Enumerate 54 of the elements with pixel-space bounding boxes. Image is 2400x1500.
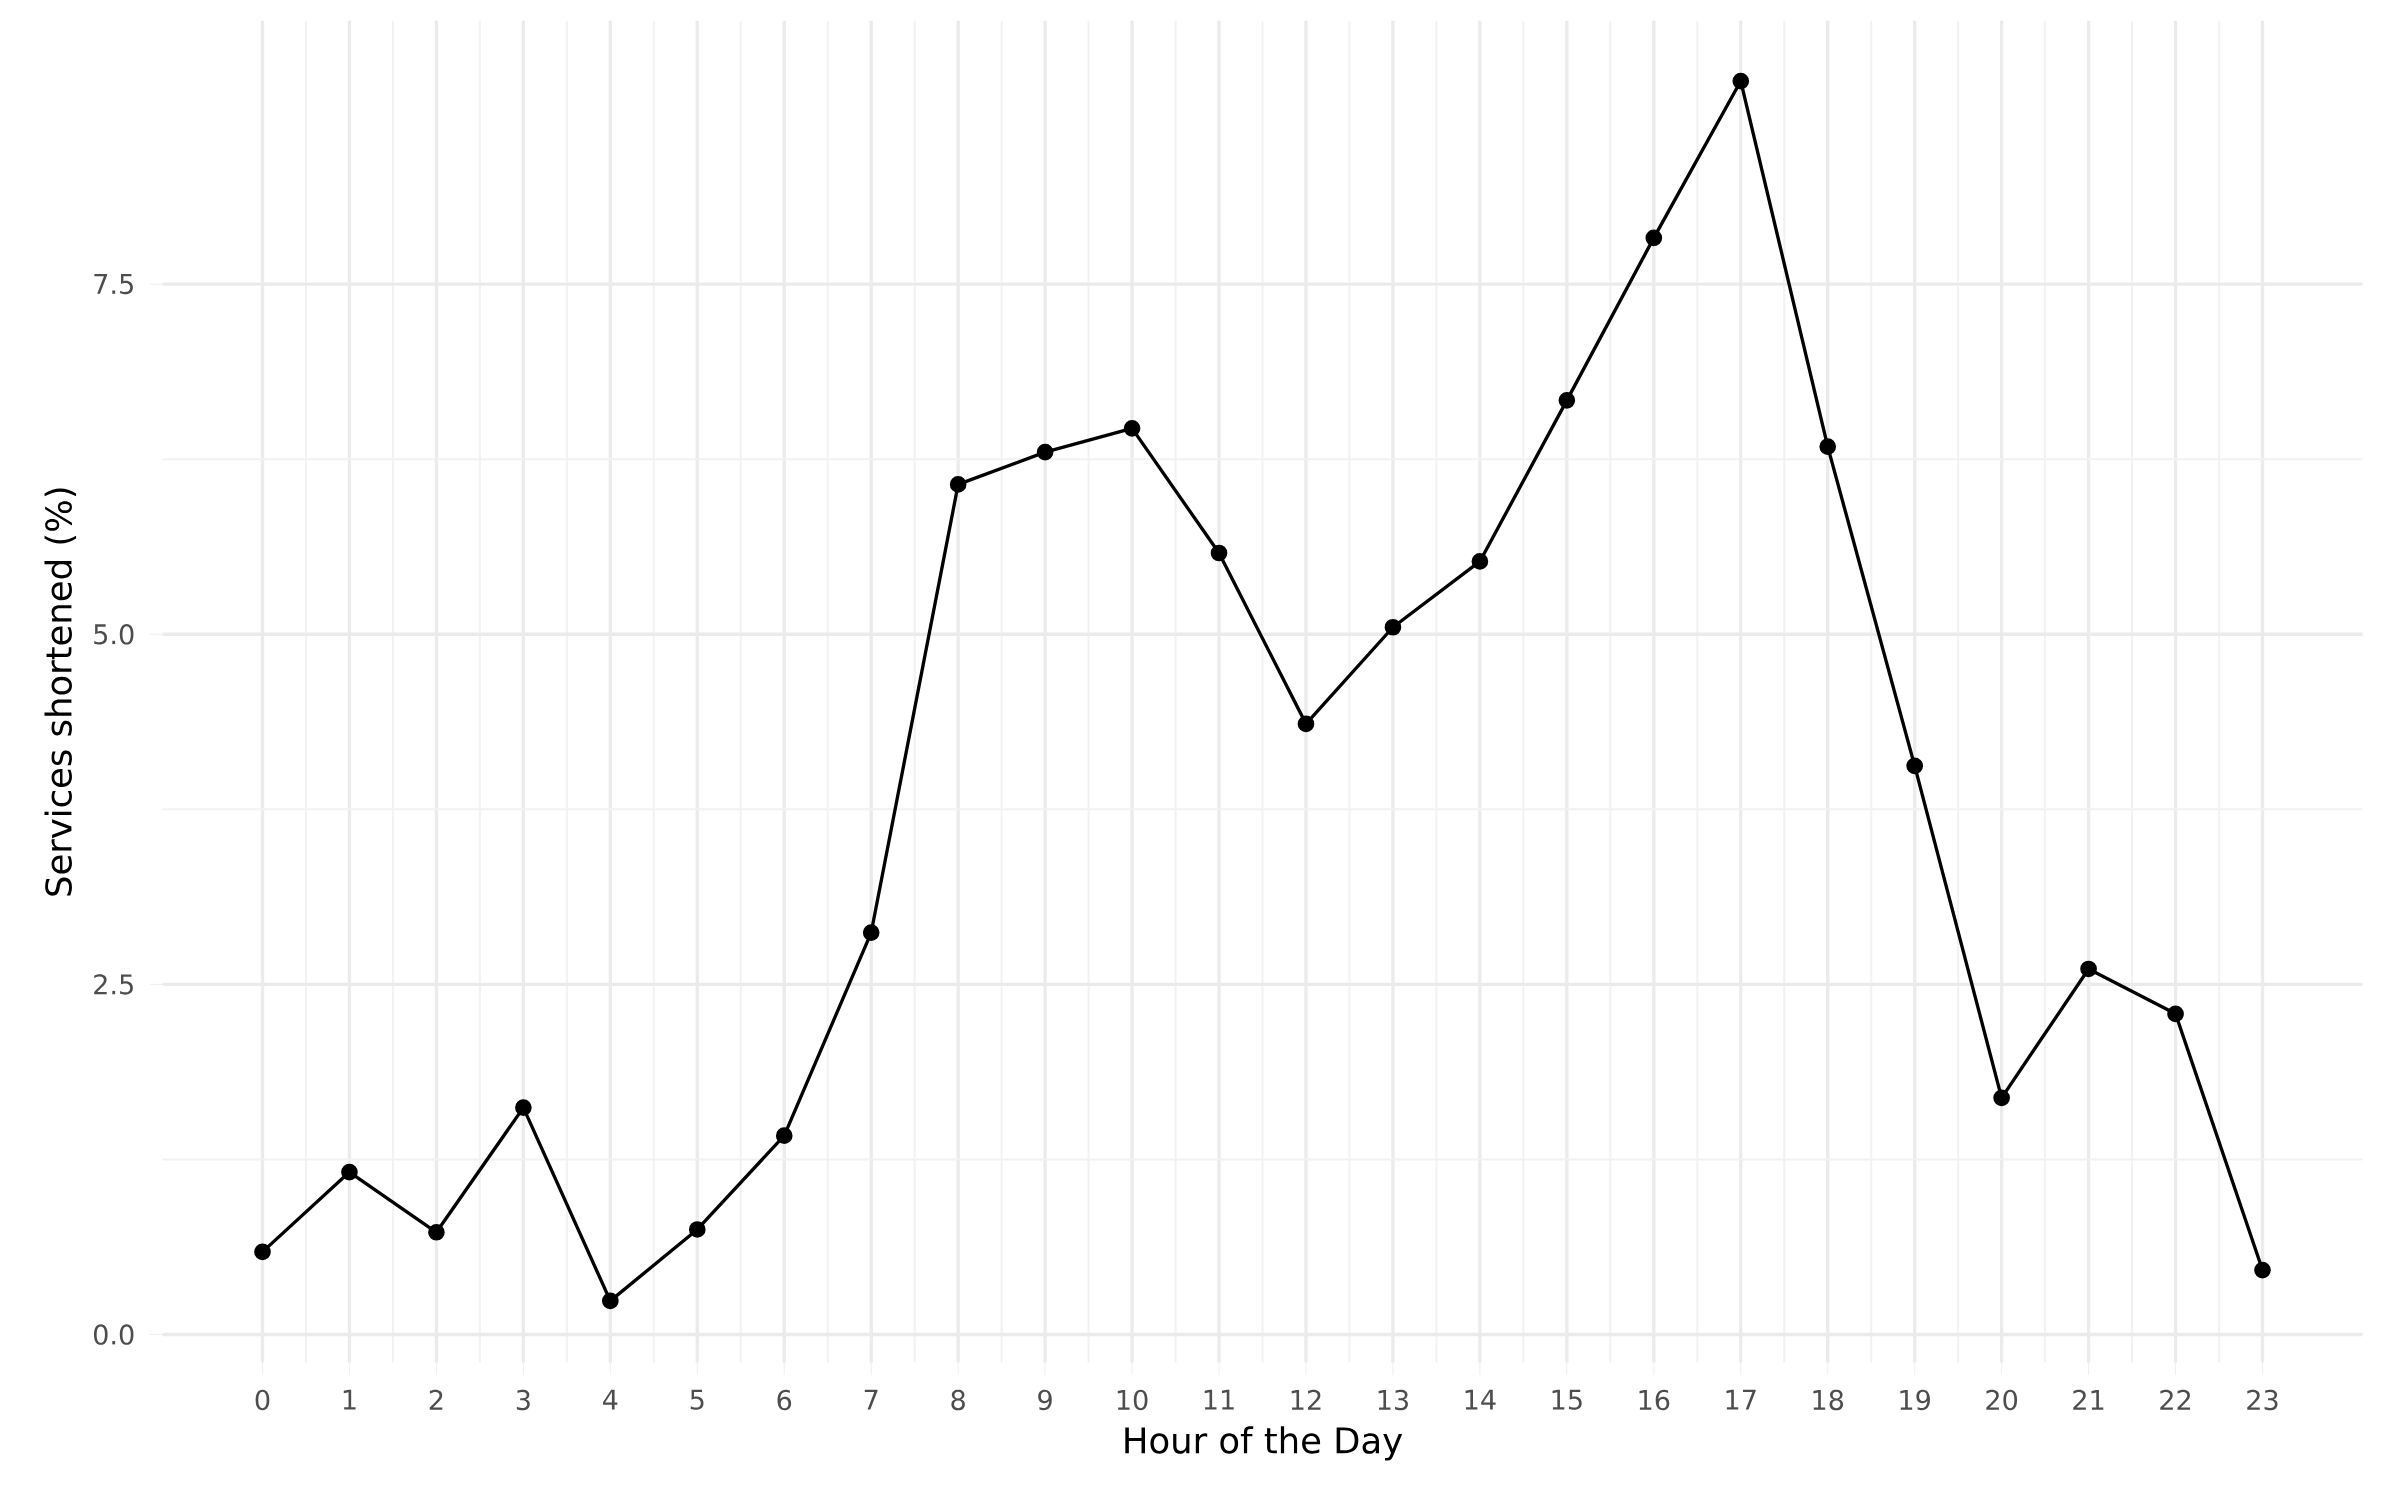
point [2167,1005,2184,1023]
y-axis-title: Services shortened (%) [44,488,77,896]
x-tick-label: 6 [777,1389,792,1411]
point [1471,553,1489,570]
y-tick-label: 7.5 [94,274,133,295]
x-tick-label: 21 [2073,1389,2104,1410]
x-tick-label: 4 [603,1389,618,1410]
point [949,476,967,493]
x-tick-label: 11 [1204,1389,1234,1410]
point [1819,438,1837,455]
x-tick-label: 23 [2247,1389,2278,1411]
x-tick-label: 17 [1726,1389,1756,1410]
x-tick-label: 12 [1291,1389,1321,1410]
x-tick-label: 7 [864,1389,878,1410]
point [1645,229,1663,247]
x-tick-label: 14 [1465,1389,1496,1410]
point [254,1243,271,1261]
x-tick-label: 15 [1552,1389,1582,1410]
x-tick-label: 1 [343,1389,356,1410]
point [1906,757,1924,775]
x-tick-label: 19 [1900,1389,1930,1411]
x-axis-title: Hour of the Day [1125,1426,1403,1461]
x-tick-label: 10 [1117,1389,1148,1411]
point [775,1127,793,1144]
y-tick-label: 0.0 [93,1324,134,1345]
point [515,1099,532,1116]
x-tick-label: 5 [690,1389,704,1410]
point [2254,1261,2271,1279]
point [601,1292,619,1310]
x-tick-label: 16 [1639,1389,1670,1411]
point [341,1163,358,1181]
point [862,924,880,941]
x-tick-label: 9 [1038,1389,1052,1411]
point [1558,392,1576,409]
point [1384,618,1402,636]
point [1297,715,1315,733]
x-tick-label: 8 [951,1389,965,1411]
x-tick-label: 0 [255,1389,270,1411]
x-tick-label: 18 [1813,1389,1844,1411]
point [688,1221,706,1238]
x-tick-label: 2 [429,1389,443,1410]
x-tick-label: 22 [2160,1389,2191,1410]
point [428,1223,445,1241]
point [1210,544,1228,562]
point [1036,443,1054,461]
y-tick-label: 5.0 [94,624,134,645]
point [1993,1089,2010,1107]
x-tick-label: 3 [516,1389,530,1411]
point [1123,420,1141,437]
point [2080,960,2097,978]
x-tick-label: 20 [1986,1389,2018,1411]
y-tick-label: 2.5 [94,974,133,995]
point [1732,72,1750,90]
x-tick-label: 13 [1378,1389,1408,1411]
